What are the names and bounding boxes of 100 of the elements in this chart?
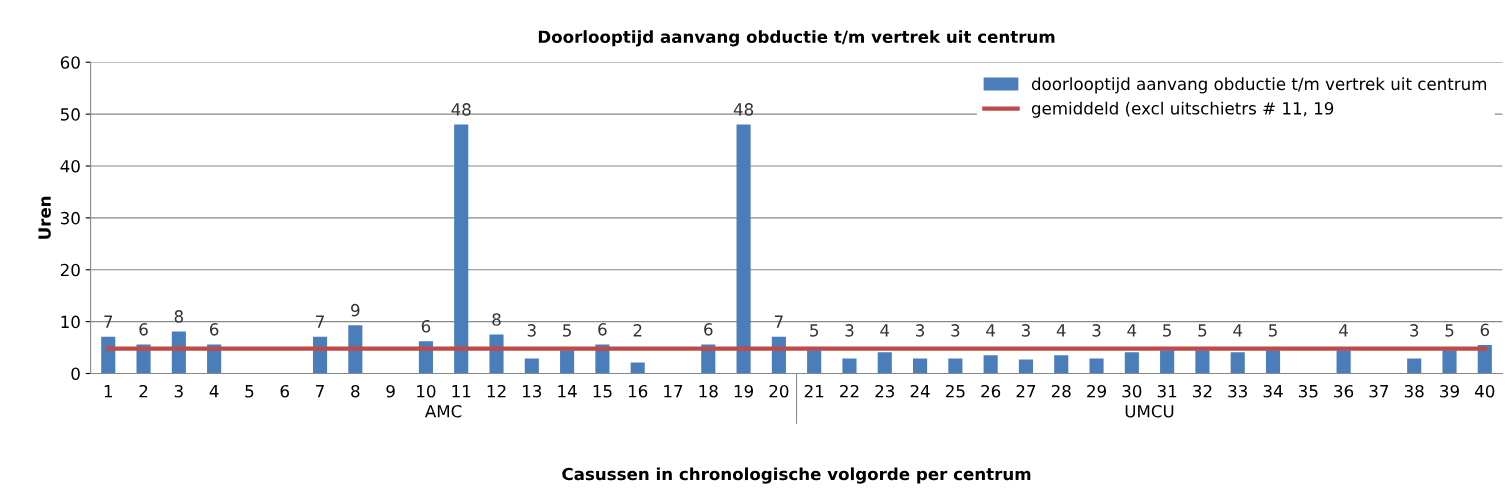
- x-tick-label: 29: [1087, 384, 1106, 398]
- x-tick-label: 38: [1404, 384, 1424, 398]
- x-tick-label: 21: [804, 384, 824, 398]
- x-tick-label: 23: [875, 384, 895, 398]
- x-tick-label: 9: [386, 384, 395, 398]
- y-tick-label: 30: [60, 211, 80, 225]
- x-tick-label: 7: [316, 385, 324, 398]
- data-label: 5: [1445, 324, 1454, 337]
- x-tick-label: 16: [628, 384, 648, 398]
- x-tick-label: 20: [769, 384, 789, 398]
- data-label: 6: [139, 323, 148, 336]
- data-label: 6: [421, 319, 431, 333]
- bar: [348, 325, 363, 374]
- x-tick-label: 39: [1440, 384, 1459, 398]
- data-label: 3: [1092, 324, 1101, 337]
- bar: [101, 336, 116, 374]
- bar: [1054, 355, 1069, 374]
- chart-title: Doorlooptijd aanvang obductie t/m vertrek uit centrum: [538, 30, 1055, 47]
- text: AMC: [424, 404, 462, 418]
- x-tick-label: 22: [840, 384, 859, 398]
- bar: [913, 358, 928, 374]
- bar: [630, 362, 645, 374]
- data-label: 6: [704, 323, 713, 336]
- data-label: 6: [1480, 323, 1490, 337]
- x-tick-label: 5: [245, 385, 254, 398]
- bar: [948, 358, 963, 374]
- x-tick-label: 30: [1122, 384, 1142, 398]
- bar: [1336, 350, 1351, 374]
- y-axis-title: Uren: [38, 196, 51, 239]
- data-label: 4: [880, 324, 890, 337]
- data-label: 8: [174, 310, 183, 323]
- x-tick-label: 8: [351, 384, 360, 398]
- x-tick-label: 31: [1157, 384, 1177, 398]
- bar: [1442, 350, 1457, 374]
- x-tick-label: 26: [981, 384, 1001, 398]
- data-label: 2: [633, 324, 642, 337]
- bar: [1089, 358, 1104, 374]
- x-tick-label: 27: [1016, 384, 1036, 398]
- data-label: 6: [210, 323, 219, 336]
- data-label: 48: [733, 103, 754, 116]
- x-tick-label: 10: [417, 384, 436, 398]
- x-tick-label: 6: [280, 384, 289, 398]
- bar: [1265, 350, 1281, 374]
- x-tick-label: 25: [945, 384, 965, 398]
- x-tick-label: 34: [1263, 384, 1283, 398]
- x-axis-title: Casussen in chronologische volgorde per centrum: [562, 467, 1031, 484]
- data-label: 3: [527, 324, 536, 337]
- data-label: 5: [810, 324, 819, 337]
- x-tick-label: 13: [523, 384, 542, 398]
- bar: [1195, 350, 1210, 374]
- x-tick-label: 36: [1334, 384, 1354, 398]
- bar: [524, 358, 539, 374]
- bar: [1230, 352, 1245, 374]
- legend-label: doorlooptijd aanvang obductie t/m vertrek uit centrum: [1031, 77, 1487, 94]
- y-tick-label: 50: [60, 108, 80, 121]
- data-label: 3: [845, 324, 854, 337]
- x-tick-label: 11: [452, 385, 471, 398]
- bar: [1407, 358, 1422, 374]
- data-label: 3: [916, 324, 925, 337]
- bar: [842, 358, 857, 374]
- data-label: 9: [351, 303, 360, 317]
- bar: [560, 350, 575, 374]
- data-label: 5: [1163, 324, 1171, 337]
- data-label: 4: [1233, 324, 1243, 337]
- bar: [454, 124, 469, 374]
- bar: [736, 124, 751, 374]
- data-label: 4: [1056, 324, 1066, 337]
- x-tick-label: 37: [1369, 384, 1389, 398]
- bar: [877, 352, 892, 374]
- legend-label: gemiddeld (excl uitschietrs # 11, 19: [1031, 101, 1334, 118]
- y-tick-label: 20: [60, 263, 80, 277]
- x-tick-label: 14: [558, 385, 577, 398]
- x-tick-label: 19: [734, 384, 754, 398]
- y-tick-label: 0: [71, 367, 80, 381]
- x-tick-label: 32: [1193, 384, 1212, 398]
- data-label: 3: [951, 324, 960, 337]
- text: UMCU: [1125, 404, 1174, 418]
- x-tick-label: 40: [1475, 384, 1495, 398]
- data-label: 5: [563, 324, 571, 337]
- bar: [1018, 359, 1034, 374]
- x-tick-label: 1: [104, 385, 113, 398]
- x-tick-label: 24: [910, 384, 930, 398]
- data-label: 4: [986, 324, 996, 337]
- data-label: 4: [1339, 324, 1348, 337]
- y-tick-label: 10: [61, 315, 80, 329]
- data-label: 5: [1198, 324, 1207, 337]
- x-tick-label: 17: [664, 385, 683, 398]
- x-tick-label: 33: [1228, 384, 1247, 398]
- x-tick-label: 4: [209, 385, 219, 398]
- x-tick-label: 12: [487, 384, 506, 398]
- data-label: 4: [1127, 324, 1137, 337]
- bar: [1124, 352, 1139, 374]
- x-tick-label: 28: [1051, 384, 1071, 398]
- y-tick-label: 60: [60, 56, 80, 69]
- x-tick-label: 18: [699, 384, 718, 398]
- data-label: 6: [598, 323, 607, 336]
- x-tick-label: 2: [139, 384, 148, 398]
- x-tick-label: 15: [593, 385, 612, 398]
- x-tick-label: 35: [1298, 384, 1318, 398]
- x-tick-label: 3: [174, 384, 183, 398]
